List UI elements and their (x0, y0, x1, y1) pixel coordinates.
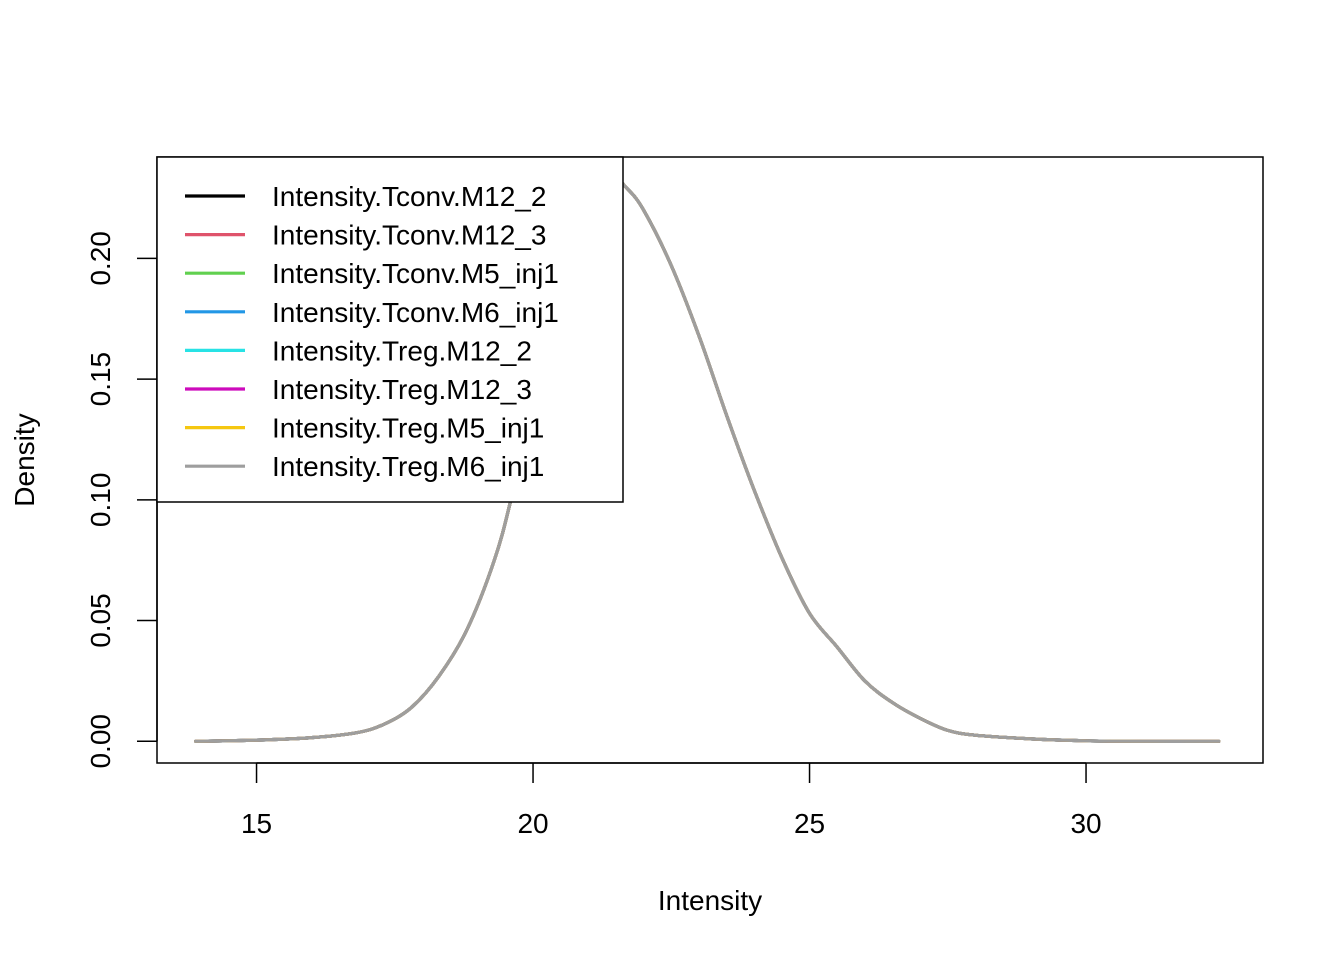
legend-label: Intensity.Tconv.M12_3 (272, 220, 546, 251)
x-tick-label: 15 (241, 808, 272, 839)
y-axis: 0.00 0.05 0.10 0.15 0.20 (85, 231, 158, 769)
x-tick-label: 30 (1070, 808, 1101, 839)
x-axis: 15 20 25 30 (241, 762, 1102, 839)
legend-box (156, 156, 624, 503)
y-tick-label: 0.20 (85, 231, 116, 286)
legend: Intensity.Tconv.M12_2 Intensity.Tconv.M12… (156, 156, 624, 503)
legend-label: Intensity.Tconv.M12_2 (272, 181, 546, 212)
legend-label: Intensity.Treg.M12_3 (272, 374, 532, 405)
legend-label: Intensity.Treg.M6_inj1 (272, 451, 544, 482)
legend-label: Intensity.Tconv.M6_inj1 (272, 297, 559, 328)
x-axis-label: Intensity (658, 885, 762, 916)
series-curves (194, 179, 1221, 743)
y-tick-label: 0.05 (85, 593, 116, 648)
x-tick-label: 20 (517, 808, 548, 839)
y-tick-label: 0.10 (85, 473, 116, 528)
legend-label: Intensity.Treg.M5_inj1 (272, 413, 544, 444)
y-tick-label: 0.00 (85, 714, 116, 769)
series-line-8 (194, 179, 1221, 743)
x-tick-label: 25 (794, 808, 825, 839)
y-axis-label: Density (9, 413, 40, 506)
legend-label: Intensity.Tconv.M5_inj1 (272, 258, 559, 289)
y-tick-label: 0.15 (85, 352, 116, 407)
legend-label: Intensity.Treg.M12_2 (272, 335, 532, 366)
